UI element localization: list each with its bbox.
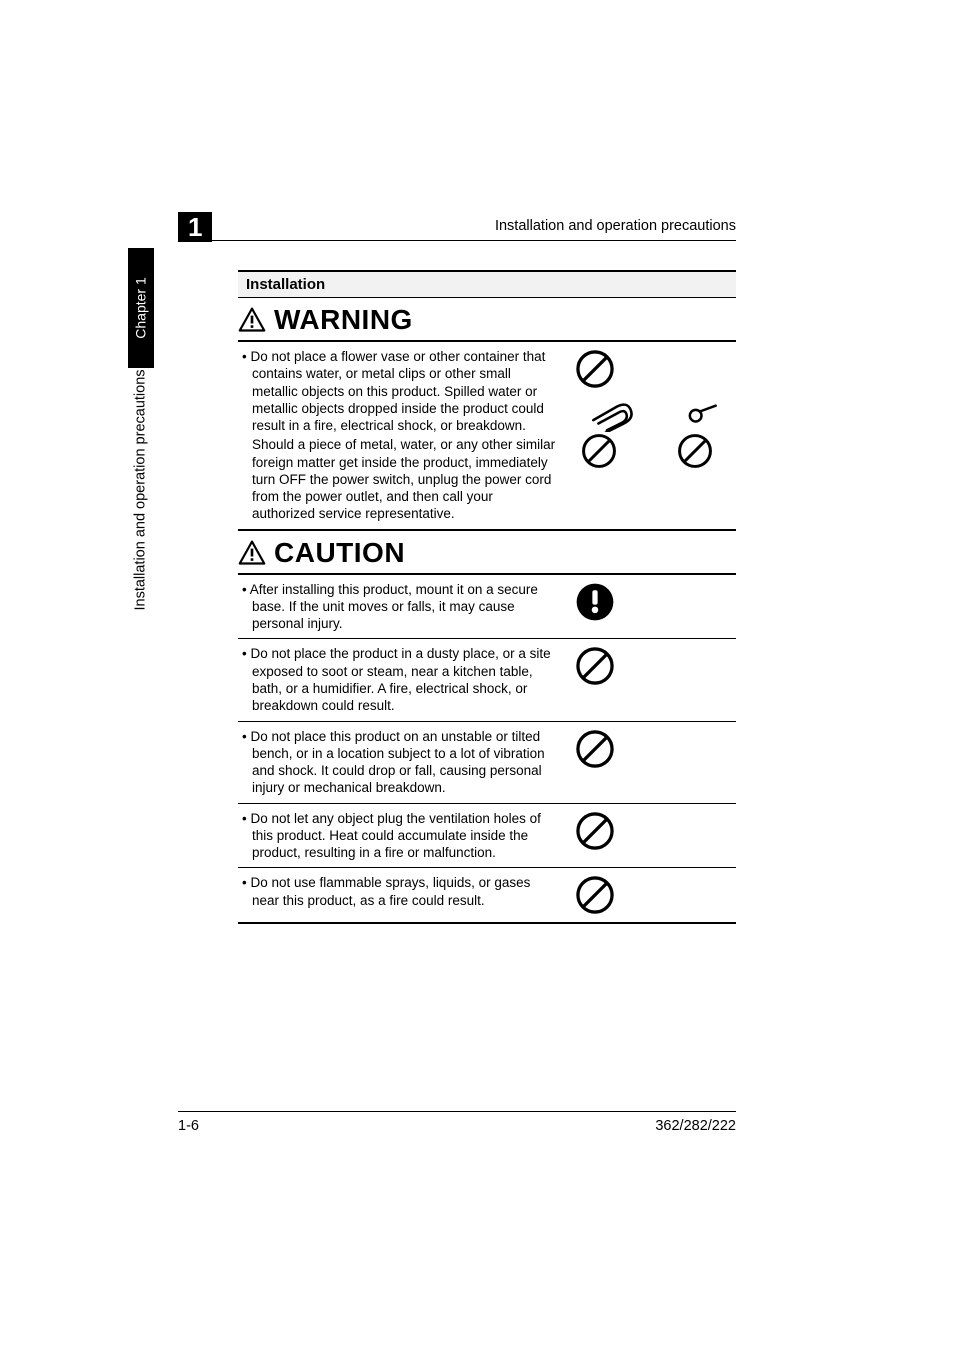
caution-heading: CAUTION — [238, 531, 736, 573]
chapter-number-badge: 1 — [178, 212, 212, 242]
caution-row: • Do not use flammable sprays, liquids, … — [238, 868, 736, 924]
side-title: Installation and operation precautions — [128, 362, 154, 662]
warning-triangle-icon — [238, 539, 266, 567]
caution-icon-col — [568, 810, 736, 862]
caution-item-text: Do not place the product in a dusty plac… — [250, 646, 550, 713]
caution-label: CAUTION — [274, 537, 405, 569]
prohibit-icon — [574, 645, 616, 687]
caution-text: • Do not let any object plug the ventila… — [238, 810, 556, 862]
caution-row: • After installing this product, mount i… — [238, 575, 736, 640]
warning-row: • Do not place a flower vase or other co… — [238, 342, 736, 531]
paperclip-icon — [580, 398, 644, 432]
section-title: Installation — [246, 276, 728, 293]
header-rule — [178, 240, 736, 241]
caution-item-text: After installing this product, mount it … — [250, 582, 538, 632]
caution-text: • Do not use flammable sprays, liquids, … — [238, 874, 556, 916]
caution-text: • After installing this product, mount i… — [238, 581, 556, 633]
droplet-icon — [684, 404, 724, 424]
prohibit-icon — [574, 728, 616, 770]
chapter-tab-label: Chapter 1 — [133, 277, 149, 338]
warning-item-cont: Should a piece of metal, water, or any o… — [252, 436, 556, 522]
warning-icons — [568, 348, 736, 523]
caution-text: • Do not place the product in a dusty pl… — [238, 645, 556, 714]
caution-text: • Do not place this product on an unstab… — [238, 728, 556, 797]
prohibit-icon — [580, 432, 618, 470]
section-title-row: Installation — [238, 270, 736, 298]
side-title-label: Installation and operation precautions — [133, 369, 149, 610]
warning-label: WARNING — [274, 304, 413, 336]
running-head: Installation and operation precautions — [495, 218, 736, 234]
prohibit-icon — [574, 810, 616, 852]
page: 1 Installation and operation precautions… — [0, 0, 954, 1350]
caution-icon-col — [568, 581, 736, 633]
footer-model: 362/282/222 — [655, 1118, 736, 1134]
mandatory-icon — [574, 581, 616, 623]
warning-triangle-icon — [238, 306, 266, 334]
caution-item-text: Do not place this product on an unstable… — [250, 729, 544, 796]
droplet-prohibit-group — [672, 404, 728, 470]
paperclip-prohibit-group — [574, 404, 646, 470]
caution-icon-col — [568, 874, 736, 916]
footer-rule — [178, 1111, 736, 1112]
caution-row: • Do not place this product on an unstab… — [238, 722, 736, 804]
prohibit-icon — [676, 432, 714, 470]
caution-item-text: Do not let any object plug the ventilati… — [250, 811, 540, 861]
warning-text: • Do not place a flower vase or other co… — [238, 348, 556, 523]
warning-item-text: Do not place a flower vase or other cont… — [250, 349, 545, 433]
warning-heading: WARNING — [238, 298, 736, 340]
caution-row: • Do not let any object plug the ventila… — [238, 804, 736, 869]
warning-extra-icons — [574, 404, 728, 470]
prohibit-icon — [574, 874, 616, 916]
footer-page-number: 1-6 — [178, 1118, 199, 1134]
caution-icon-col — [568, 645, 736, 714]
chapter-tab: Chapter 1 — [128, 248, 154, 368]
caution-icon-col — [568, 728, 736, 797]
caution-row: • Do not place the product in a dusty pl… — [238, 639, 736, 721]
prohibit-icon — [574, 348, 616, 390]
caution-item-text: Do not use flammable sprays, liquids, or… — [250, 875, 530, 907]
content-area: Installation WARNING • Do not place a fl… — [238, 270, 736, 924]
